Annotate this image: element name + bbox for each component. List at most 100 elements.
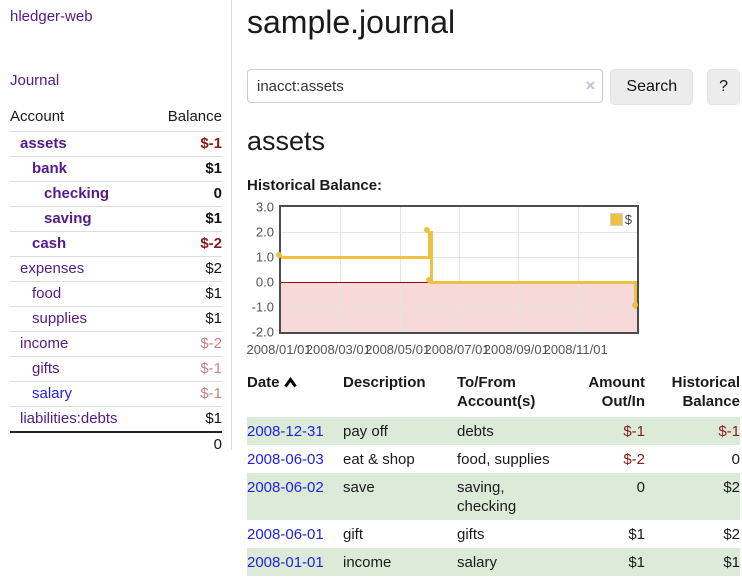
data-point-marker <box>275 251 282 258</box>
transaction-amount: 0 <box>636 479 645 496</box>
account-row: checking 0 <box>10 181 222 207</box>
transaction-row: 2008-06-03 eat & shop food, supplies $-2 0 <box>247 445 740 473</box>
transaction-balance: $1 <box>723 554 740 571</box>
accounts-table: Account Balance assets $-1 bank $1 checking 0… <box>10 105 222 457</box>
y-axis-label: 1.0 <box>255 249 274 265</box>
transaction-row: 2008-01-01 income salary $1 $1 <box>247 548 740 576</box>
register-col-to-from: To/From Account(s) <box>457 374 536 410</box>
clear-search-icon[interactable]: × <box>585 76 596 95</box>
series-line-segment <box>429 230 433 284</box>
data-point-marker <box>423 226 430 233</box>
transaction-amount: $1 <box>628 526 645 543</box>
account-balance: $-1 <box>150 356 222 382</box>
journal-link[interactable]: Journal <box>10 72 60 89</box>
account-link-bank[interactable]: bank <box>32 160 68 177</box>
transaction-date: 2008-06-03 <box>247 445 343 473</box>
account-row: saving $1 <box>10 206 222 232</box>
transaction-amount: $1 <box>628 554 645 571</box>
register-col-description: Description <box>343 374 426 391</box>
y-axis-label: 3.0 <box>255 199 274 215</box>
transaction-description: eat & shop <box>343 451 415 468</box>
transaction-date: 2008-01-01 <box>247 548 343 576</box>
search-input[interactable] <box>247 69 604 103</box>
search-form: × Search ? <box>247 69 740 105</box>
accounts-col-balance: Balance <box>167 108 222 125</box>
account-row: gifts $-1 <box>10 356 222 382</box>
transaction-date-link[interactable]: 2008-06-01 <box>247 526 324 543</box>
transaction-balance: 0 <box>731 451 740 468</box>
legend-label: $ <box>624 212 632 227</box>
x-axis-label: 2008/01/01 <box>246 342 312 357</box>
account-link-saving[interactable]: saving <box>44 210 92 227</box>
register-table: Date Description To/From Account(s) Amount Ou… <box>247 371 740 576</box>
y-axis-label: -1.0 <box>251 299 274 315</box>
account-balance: $-2 <box>150 331 222 357</box>
account-balance: $1 <box>150 306 222 332</box>
account-heading: assets <box>247 126 326 156</box>
transaction-description: income <box>343 554 392 571</box>
transaction-date: 2008-06-02 <box>247 473 343 520</box>
series-line-segment <box>431 280 637 284</box>
y-axis-label: 0.0 <box>255 274 274 290</box>
account-link-liabilities:debts[interactable]: liabilities:debts <box>20 410 118 427</box>
series-line-segment <box>634 280 637 309</box>
account-link-supplies[interactable]: supplies <box>32 310 88 327</box>
transaction-date: 2008-12-31 <box>247 417 343 445</box>
register-col-date[interactable]: Date <box>247 371 343 417</box>
x-axis-label: 2008/07/01 <box>424 342 490 357</box>
account-row: salary $-1 <box>10 381 222 407</box>
accounts-total-value: 0 <box>150 431 222 457</box>
sidebar: hledger-web Journal Account Balance asse… <box>0 0 232 457</box>
account-balance: 0 <box>150 181 222 207</box>
accounts-total-row: 0 <box>10 431 222 457</box>
x-axis-label: 2008/05/01 <box>365 342 431 357</box>
search-button[interactable]: Search <box>610 69 694 105</box>
page-title: sample.journal <box>247 4 456 40</box>
account-row: income $-2 <box>10 331 222 357</box>
series-line-segment <box>427 230 431 259</box>
data-point-marker <box>425 276 432 283</box>
transaction-description: gift <box>343 526 364 543</box>
transaction-row: 2008-06-01 gift gifts $1 $2 <box>247 520 740 548</box>
transaction-date: 2008-06-01 <box>247 520 343 548</box>
account-row: bank $1 <box>10 156 222 182</box>
account-balance: $-2 <box>150 231 222 257</box>
transaction-date-link[interactable]: 2008-12-31 <box>247 423 324 440</box>
y-axis-label: -2.0 <box>251 324 274 340</box>
legend-swatch <box>609 213 623 226</box>
account-link-salary[interactable]: salary <box>32 385 73 402</box>
transaction-date-link[interactable]: 2008-06-02 <box>247 479 324 496</box>
account-link-income[interactable]: income <box>20 335 69 352</box>
account-link-cash[interactable]: cash <box>32 235 67 252</box>
x-axis-label: 2008/09/01 <box>483 342 549 357</box>
transaction-row: 2008-12-31 pay off debts $-1 $-1 <box>247 417 740 445</box>
help-button[interactable]: ? <box>707 69 740 105</box>
transaction-amount: $-2 <box>623 451 645 468</box>
accounts-col-account: Account <box>10 108 65 125</box>
account-balance: $-1 <box>150 381 222 407</box>
account-balance: $1 <box>150 406 222 432</box>
transaction-accounts: salary <box>457 554 498 571</box>
transaction-balance: $2 <box>723 526 740 543</box>
y-axis-label: 2.0 <box>255 224 274 240</box>
account-link-gifts[interactable]: gifts <box>32 360 60 377</box>
account-link-food[interactable]: food <box>32 285 62 302</box>
main-content: sample.journal × Search ? assets Histori… <box>246 0 740 576</box>
account-link-expenses[interactable]: expenses <box>20 260 85 277</box>
account-row: cash $-2 <box>10 231 222 257</box>
register-col-historical: Historical Balance <box>671 374 740 410</box>
series-line-segment <box>281 255 430 259</box>
account-balance: $1 <box>150 156 222 182</box>
account-balance: $1 <box>150 206 222 232</box>
transaction-date-link[interactable]: 2008-01-01 <box>247 554 324 571</box>
brand-link[interactable]: hledger-web <box>10 8 93 25</box>
account-row: supplies $1 <box>10 306 222 332</box>
account-link-checking[interactable]: checking <box>44 185 110 202</box>
transaction-date-link[interactable]: 2008-06-03 <box>247 451 324 468</box>
transaction-balance: $-1 <box>718 423 740 440</box>
x-axis-label: 2008/11/01 <box>543 342 608 357</box>
chart-title: Historical Balance: <box>247 177 383 194</box>
account-row: food $1 <box>10 281 222 307</box>
data-point-marker <box>631 301 638 308</box>
account-link-assets[interactable]: assets <box>20 135 67 152</box>
